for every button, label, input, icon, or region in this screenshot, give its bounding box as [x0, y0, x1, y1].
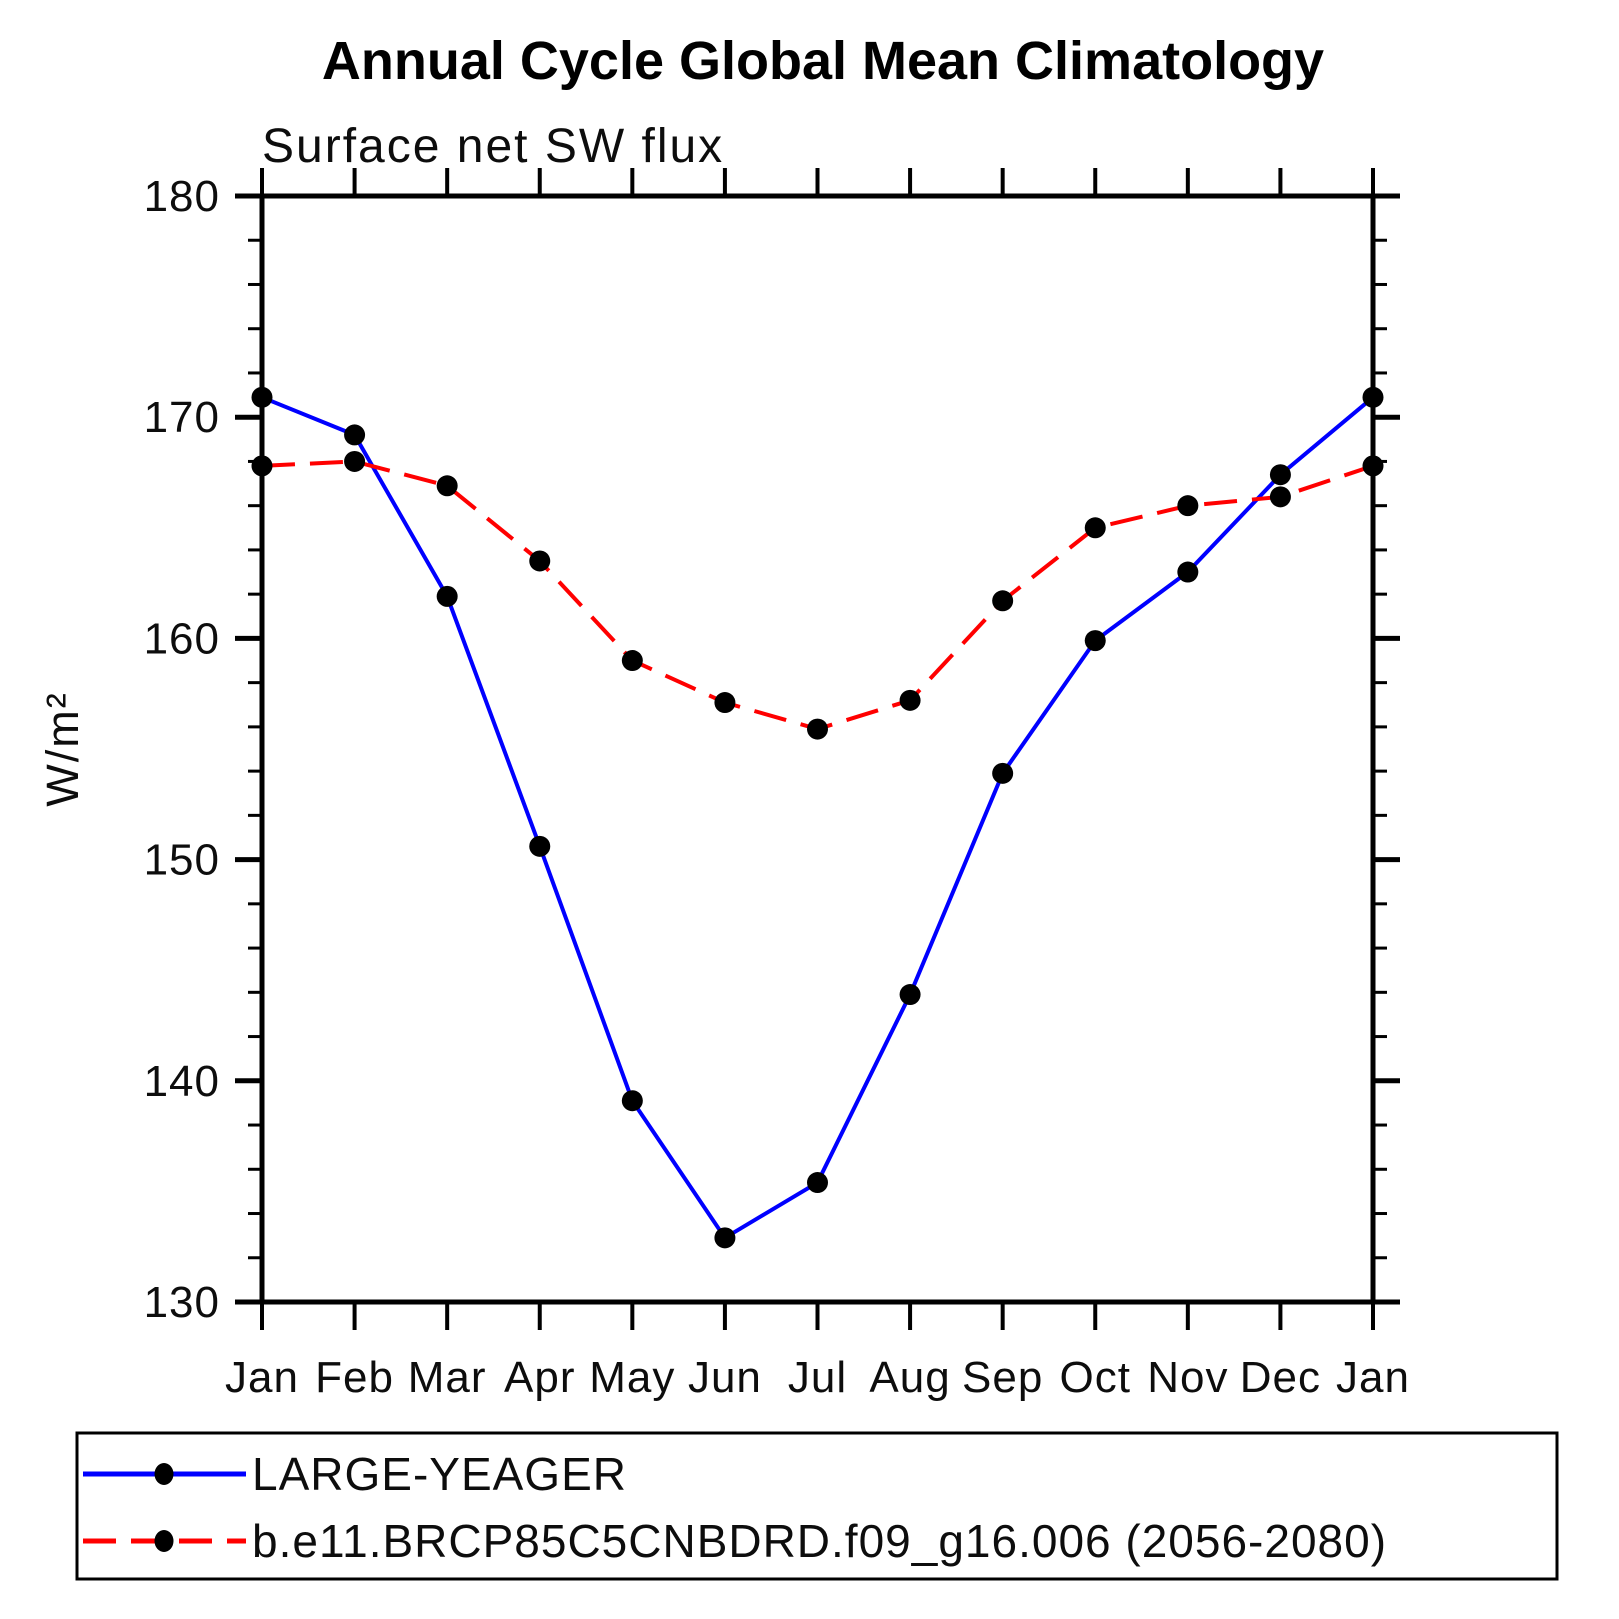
data-point-marker: [529, 835, 551, 857]
legend-marker: [154, 1463, 174, 1485]
data-point-marker: [1084, 630, 1106, 652]
data-point-marker: [1177, 495, 1199, 517]
x-tick-label: Oct: [1060, 1353, 1131, 1402]
data-point-marker: [899, 984, 921, 1006]
data-point-marker: [714, 692, 736, 714]
x-tick-label: Sep: [962, 1353, 1043, 1402]
data-point-marker: [344, 424, 366, 446]
x-tick-label: Feb: [315, 1353, 394, 1402]
x-tick-label: Mar: [408, 1353, 487, 1402]
plot-frame: [259, 193, 1376, 1305]
data-point-marker: [807, 718, 828, 740]
y-tick-label: 170: [144, 393, 220, 442]
data-point-marker: [1177, 561, 1199, 583]
data-point-marker: [251, 386, 273, 408]
x-tick-label: Aug: [869, 1353, 950, 1402]
data-point-marker: [1084, 517, 1106, 539]
data-point-marker: [714, 1227, 736, 1249]
data-point-marker: [992, 762, 1014, 784]
x-tick-label: May: [589, 1353, 675, 1402]
data-point-marker: [992, 590, 1014, 612]
x-tick-label: Jan: [225, 1353, 299, 1402]
series-line-0: [261, 395, 1375, 1241]
chart-title: Annual Cycle Global Mean Climatology: [322, 31, 1324, 91]
legend-label: LARGE-YEAGER: [252, 1448, 627, 1500]
y-tick-label: 140: [144, 1057, 220, 1106]
axis-tick-labels: 130 140 150 160 170 180 Jan Feb Mar Apr May Jun Jul A…: [144, 172, 1410, 1402]
x-tick-label: Nov: [1147, 1353, 1228, 1402]
series-line-1: [261, 459, 1374, 732]
y-tick-label: 160: [144, 614, 220, 663]
data-point-marker: [1269, 486, 1291, 508]
data-point-marker: [251, 455, 273, 477]
data-point-marker: [1269, 464, 1291, 486]
y-tick-label: 130: [144, 1278, 220, 1327]
x-tick-label: Dec: [1240, 1353, 1321, 1402]
data-point-marker: [1362, 455, 1384, 477]
axis-ticks: [235, 168, 1400, 1330]
chart-subtitle: Surface net SW flux: [262, 120, 724, 173]
x-tick-label: Jun: [688, 1353, 762, 1402]
x-tick-label: Apr: [504, 1353, 575, 1402]
x-tick-label: Jan: [1336, 1353, 1410, 1402]
data-point-marker: [621, 650, 643, 672]
x-tick-label: Jul: [788, 1353, 847, 1402]
data-point-marker: [1362, 386, 1384, 408]
data-series: [261, 395, 1375, 1241]
data-point-marker: [621, 1090, 643, 1112]
plot-border: [259, 193, 1376, 1305]
y-tick-label: 150: [144, 836, 220, 885]
legend-box: LARGE-YEAGER b.e11.BRCP85C5CNBDRD.f09_g16…: [75, 1431, 1559, 1581]
legend-label: b.e11.BRCP85C5CNBDRD.f09_g16.006 (2056-2…: [252, 1515, 1387, 1567]
data-point-marker: [344, 450, 366, 472]
legend-marker: [154, 1530, 174, 1552]
legend-border: [75, 1431, 1559, 1581]
y-axis-label: W/m²: [37, 691, 88, 806]
data-point-marker: [899, 689, 921, 711]
data-point-marker: [436, 585, 458, 607]
data-point-marker: [807, 1172, 828, 1194]
data-point-marker: [529, 550, 551, 572]
y-tick-label: 180: [144, 172, 220, 221]
data-point-markers: [251, 386, 1384, 1249]
data-point-marker: [436, 475, 458, 497]
